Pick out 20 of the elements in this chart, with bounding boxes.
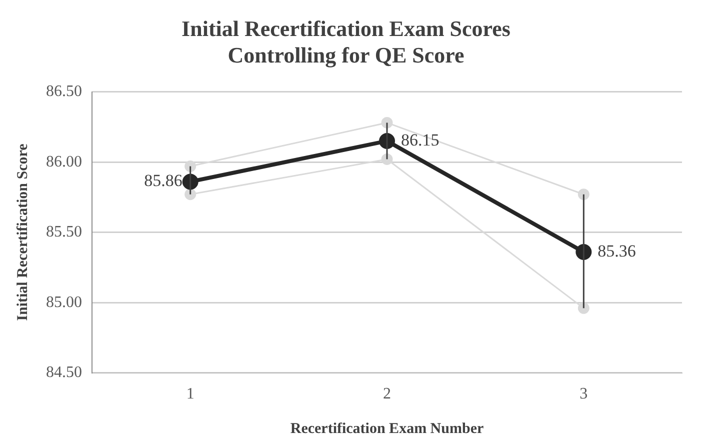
point	[184, 160, 196, 172]
y-tick-label: 85.50	[46, 224, 82, 241]
x-tick-label: 2	[383, 386, 391, 403]
data-label: 85.36	[598, 241, 636, 260]
y-tick-label: 86.00	[46, 153, 82, 170]
data-label: 86.15	[401, 130, 440, 150]
point	[381, 153, 393, 165]
point	[184, 188, 196, 200]
data-label: 85.86	[144, 171, 182, 190]
y-tick-label: 85.00	[46, 294, 82, 311]
x-axis-title: Recertification Exam Number	[290, 420, 484, 437]
chart-title: Initial Recertification Exam Scores Controlling for QE Score	[182, 16, 511, 68]
y-tick-label: 86.50	[46, 83, 82, 100]
point	[578, 188, 590, 200]
x-tick-label: 1	[186, 386, 194, 403]
y-tick-label: 84.50	[46, 364, 82, 382]
x-tick-label: 3	[580, 386, 588, 403]
point	[381, 116, 393, 128]
point	[578, 302, 590, 314]
y-axis-title: Initial Recertification Score	[14, 143, 31, 321]
